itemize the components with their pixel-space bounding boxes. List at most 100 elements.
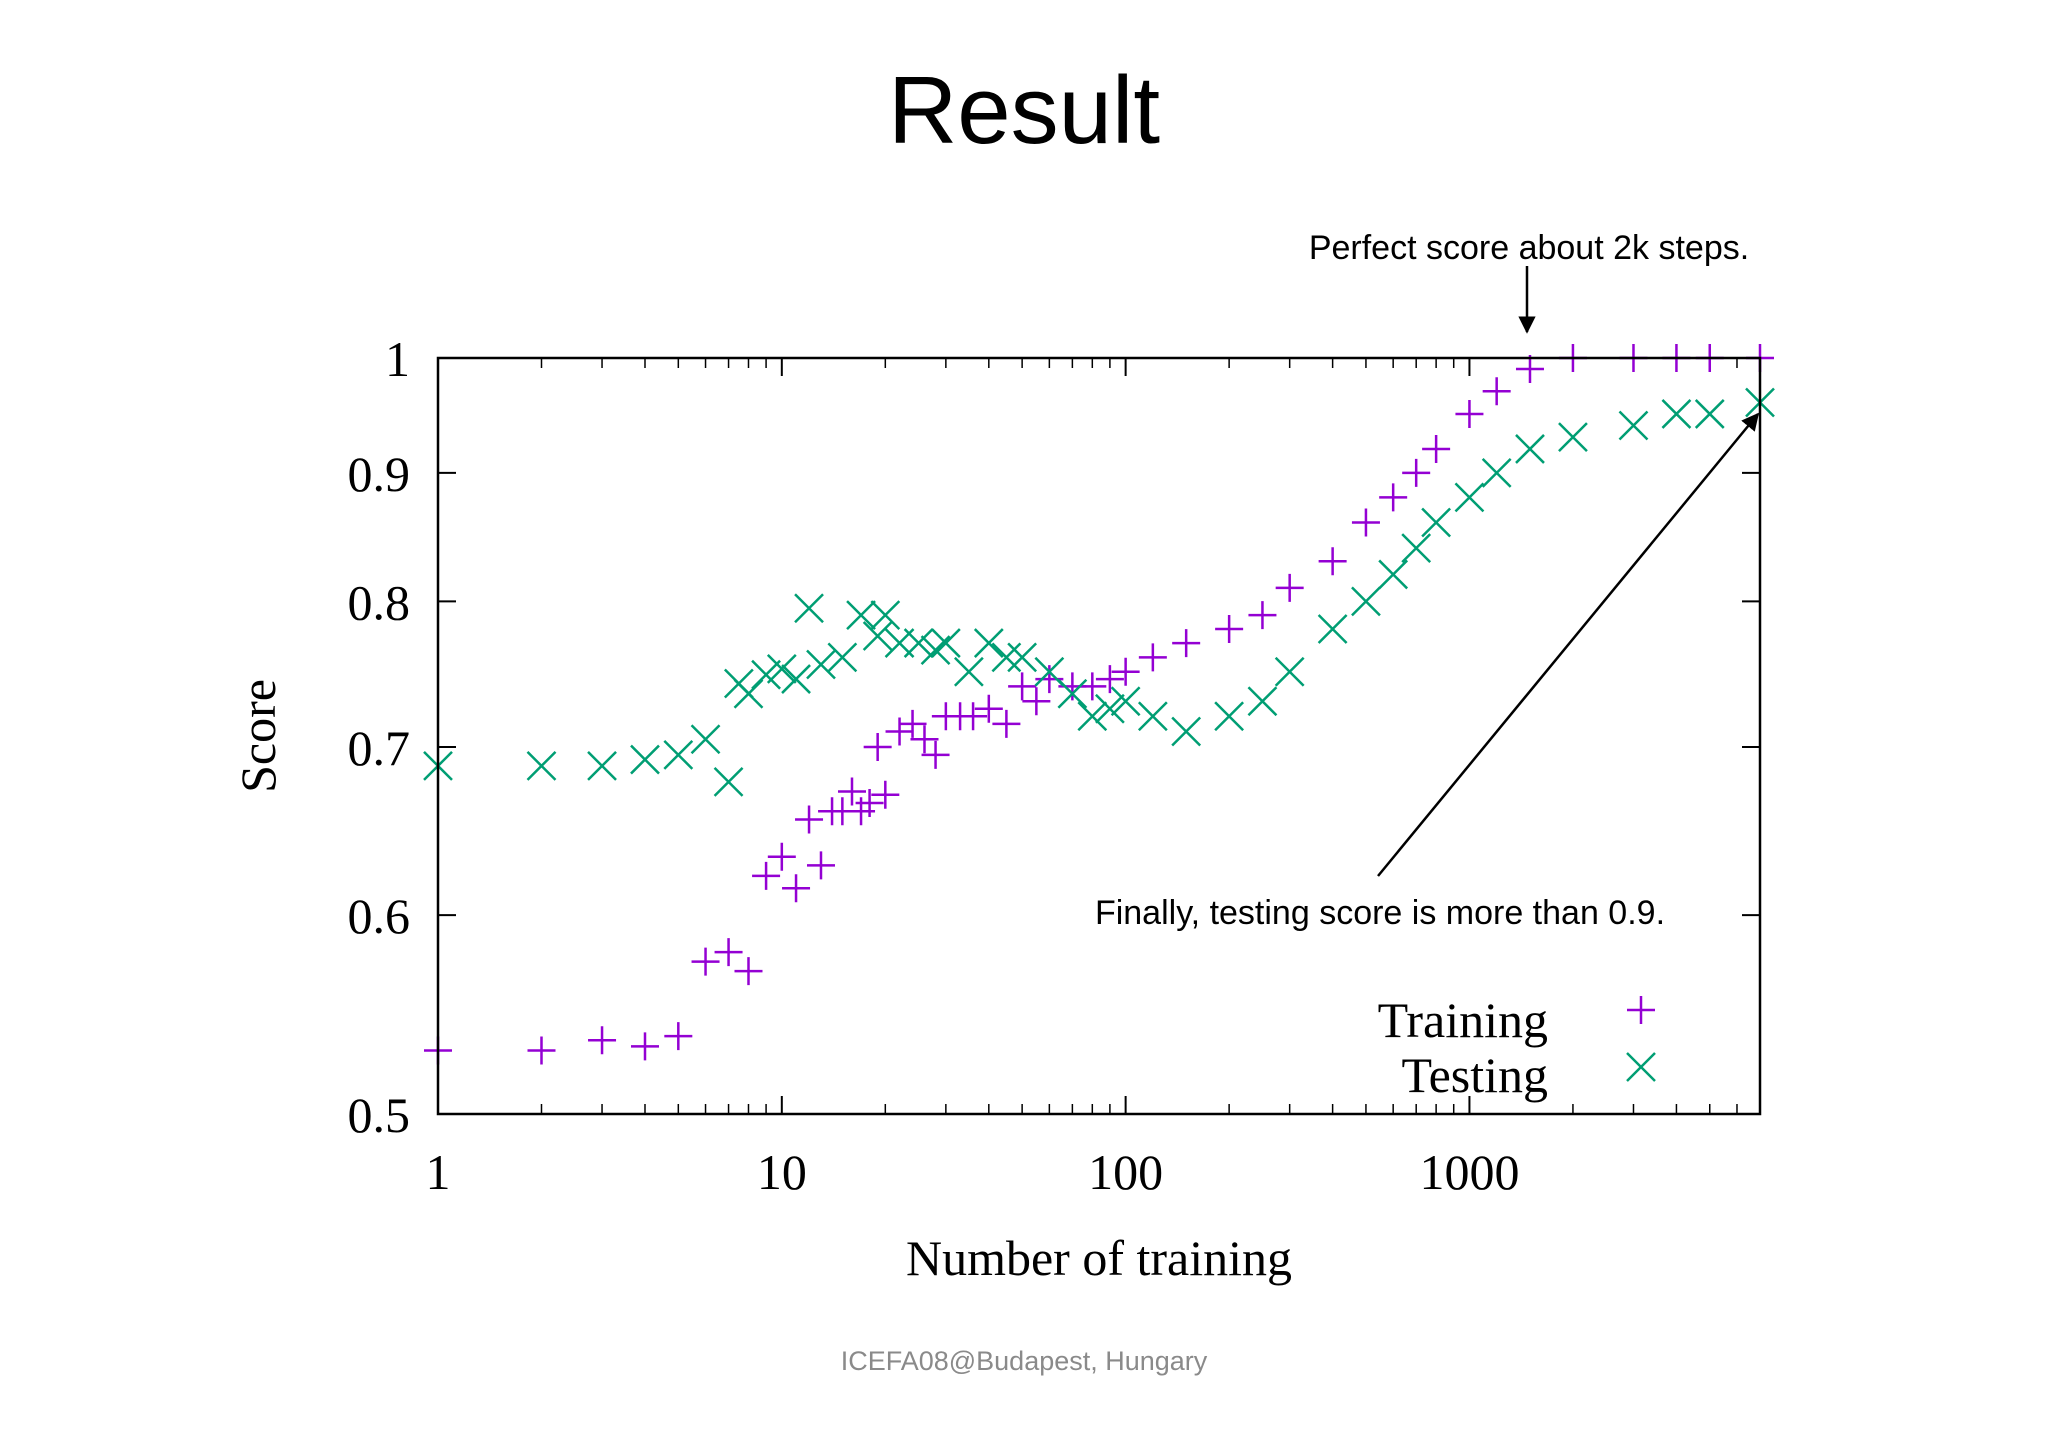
testing-point — [973, 628, 1004, 658]
plot-frame — [436, 356, 1762, 1116]
training-point — [527, 1036, 556, 1065]
testing-point — [1421, 507, 1452, 538]
testing-point — [713, 766, 744, 797]
testing-point — [1171, 716, 1202, 747]
testing-point — [1661, 399, 1692, 429]
testing-point — [953, 656, 984, 687]
training-point — [992, 709, 1021, 738]
training-point — [1035, 665, 1064, 694]
testing-point — [846, 600, 876, 630]
testing-point — [991, 642, 1022, 673]
testing-point — [827, 642, 858, 673]
training-point — [863, 733, 892, 762]
training-point — [588, 1026, 617, 1055]
training-point — [630, 1032, 659, 1061]
training-point — [1402, 458, 1431, 487]
series-training — [424, 344, 1774, 1065]
legend-marker-testing — [1626, 1052, 1656, 1082]
training-point — [1215, 614, 1244, 643]
training-point — [974, 694, 1003, 723]
testing-point — [930, 628, 961, 658]
testing-point — [1401, 533, 1432, 564]
training-point — [855, 788, 884, 817]
testing-point — [862, 621, 893, 651]
testing-point — [1247, 686, 1278, 717]
training-point — [782, 874, 811, 903]
training-point — [1351, 508, 1380, 537]
testing-point — [903, 628, 934, 658]
training-point — [714, 938, 743, 967]
testing-point — [870, 600, 901, 630]
testing-point — [1007, 642, 1038, 673]
training-point — [871, 780, 900, 809]
testing-point — [1515, 434, 1545, 464]
training-point — [1078, 672, 1107, 701]
testing-point — [1558, 422, 1588, 453]
training-point — [664, 1022, 693, 1051]
annotation-text-perfect-score: Perfect score about 2k steps. — [1309, 229, 1749, 267]
testing-point — [587, 750, 617, 781]
training-point — [752, 861, 781, 890]
y-tick-label: 0.5 — [348, 1087, 411, 1143]
annotation-arrow-testing-score — [1377, 412, 1760, 877]
series-testing — [423, 387, 1775, 797]
slide-footer: ICEFA08@Budapest, Hungary — [840, 1346, 1208, 1376]
testing-point — [526, 750, 557, 781]
training-point — [1138, 643, 1167, 672]
training-point — [1515, 354, 1544, 383]
y-tick-label: 0.6 — [348, 888, 411, 944]
slide-title: Result — [887, 57, 1161, 164]
training-point — [734, 957, 763, 986]
testing-point — [630, 744, 660, 775]
testing-point — [1317, 614, 1348, 644]
training-point — [910, 725, 939, 754]
y-tick-label: 0.9 — [348, 446, 411, 502]
training-point — [1379, 483, 1408, 512]
testing-point — [751, 659, 781, 690]
testing-point — [1351, 586, 1381, 617]
training-point — [1248, 601, 1277, 630]
axis-ticks — [437, 357, 1761, 1115]
testing-point — [1110, 686, 1141, 717]
training-point — [767, 842, 796, 871]
training-point — [691, 947, 720, 976]
training-point — [1482, 377, 1511, 406]
testing-point — [1378, 559, 1409, 590]
y-tick-label: 0.8 — [348, 574, 411, 630]
training-point — [1111, 657, 1140, 686]
testing-point — [1481, 458, 1512, 488]
legend-label-training: Training — [1378, 992, 1548, 1048]
legend-marker-training — [1627, 996, 1655, 1024]
training-point — [885, 717, 914, 746]
testing-point — [1137, 701, 1168, 732]
x-tick-label: 1 — [426, 1144, 451, 1200]
testing-point — [806, 649, 836, 680]
testing-point — [663, 739, 694, 770]
y-axis-title: Score — [230, 679, 286, 793]
legend-label-testing: Testing — [1402, 1047, 1548, 1103]
x-tick-label: 100 — [1088, 1144, 1163, 1200]
testing-point — [1057, 678, 1088, 709]
training-point — [1318, 547, 1347, 576]
training-point — [921, 740, 950, 769]
training-point — [1172, 629, 1201, 658]
annotation-testing-score: Finally, testing score is more than 0.9. — [1095, 412, 1760, 932]
legend: Training Testing — [1378, 992, 1656, 1103]
x-tick-label: 1000 — [1419, 1144, 1519, 1200]
testing-point — [781, 664, 811, 694]
training-point — [1275, 573, 1304, 602]
training-point — [806, 851, 835, 880]
testing-point — [1214, 701, 1245, 732]
testing-point — [1618, 410, 1649, 441]
training-point — [1008, 672, 1037, 701]
training-point — [898, 709, 927, 738]
training-point — [837, 777, 866, 806]
testing-point — [1454, 482, 1485, 513]
x-tick-label: 10 — [757, 1144, 807, 1200]
x-axis-title: Number of training — [906, 1230, 1292, 1286]
training-point — [795, 805, 824, 834]
training-point — [1455, 399, 1484, 428]
annotation-perfect-score: Perfect score about 2k steps. — [1309, 229, 1749, 334]
testing-point — [794, 593, 824, 624]
